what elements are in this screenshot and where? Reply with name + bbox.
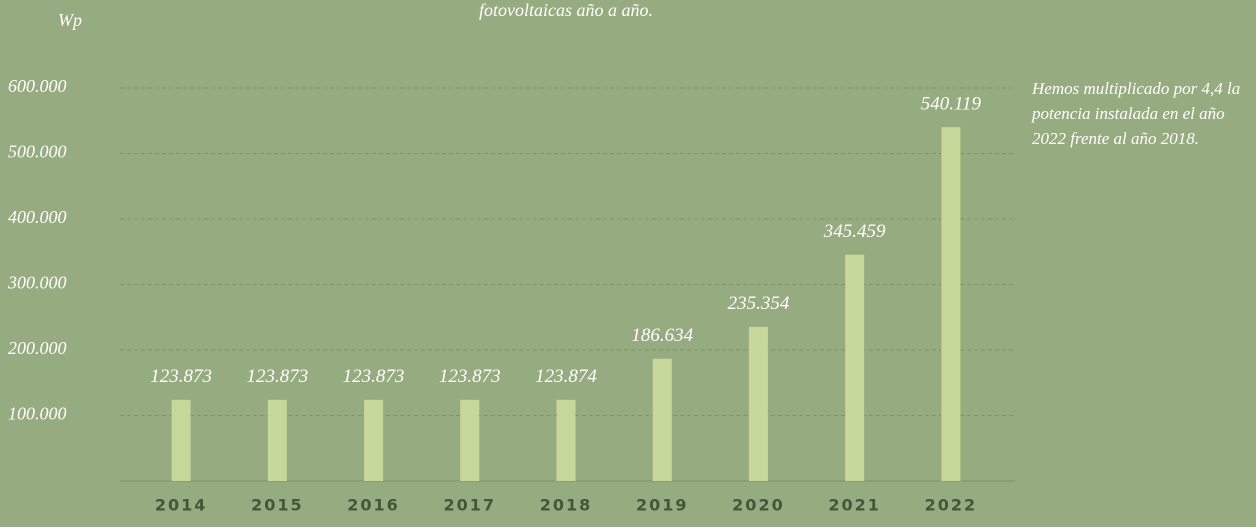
value-label: 540.119 [921,94,982,115]
y-axis-label: Wp [58,10,82,30]
value-label: 123.873 [343,366,405,387]
y-tick-label: 100.000 [8,404,67,424]
x-tick-label: 2014 [155,496,208,515]
y-tick-label: 500.000 [8,142,67,162]
value-label: 123.873 [150,366,212,387]
value-label: 186.634 [631,325,693,346]
chart-title: fotovoltaicas año a año. [479,0,653,20]
x-tick-label: 2020 [732,496,785,515]
y-tick-label: 600.000 [8,76,67,96]
x-tick-label: 2017 [444,496,497,515]
bar [460,399,480,481]
x-tick-label: 2021 [828,496,881,515]
y-tick-label: 200.000 [8,338,67,358]
y-tick-label: 300.000 [7,273,67,293]
bar [171,399,191,481]
annotation: Hemos multiplicado por 4,4 la potencia i… [1032,79,1241,148]
value-label: 235.354 [728,293,790,314]
x-tick-label: 2022 [925,496,978,515]
x-tick-label: 2015 [251,496,304,515]
value-label: 123.873 [246,366,308,387]
bar [652,358,672,481]
bar [556,399,576,481]
x-tick-label: 2018 [540,496,593,515]
value-label: 123.874 [535,366,597,387]
x-tick-label: 2016 [347,496,400,515]
bar [845,254,865,481]
bar [941,127,961,482]
bar [364,399,384,481]
x-tick-label: 2019 [636,496,689,515]
bar [748,326,768,481]
y-tick-label: 400.000 [8,207,67,227]
bar [267,399,287,481]
value-label: 345.459 [823,221,886,242]
value-label: 123.873 [439,366,501,387]
